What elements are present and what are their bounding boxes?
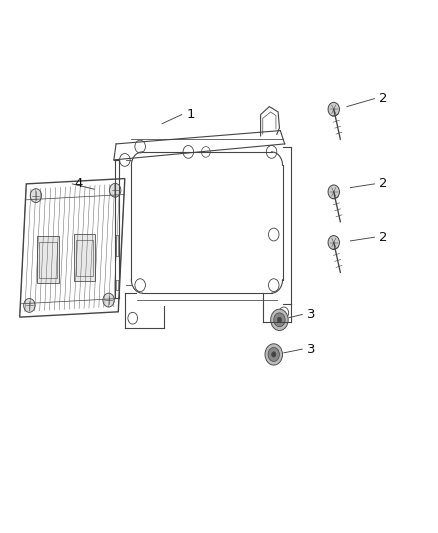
Circle shape [328, 236, 339, 249]
Text: 4: 4 [74, 177, 83, 190]
Circle shape [328, 185, 339, 199]
Circle shape [30, 189, 42, 203]
Circle shape [24, 298, 35, 312]
Circle shape [110, 183, 121, 197]
Circle shape [268, 348, 279, 361]
Text: 2: 2 [379, 177, 388, 190]
Circle shape [274, 313, 285, 327]
Polygon shape [37, 237, 59, 283]
Text: 3: 3 [307, 343, 315, 356]
Circle shape [328, 102, 339, 116]
Circle shape [277, 317, 282, 322]
Circle shape [103, 293, 114, 307]
Circle shape [271, 309, 288, 330]
Text: 2: 2 [379, 231, 388, 244]
Polygon shape [74, 235, 95, 281]
Text: 2: 2 [379, 92, 388, 105]
Text: 1: 1 [186, 108, 195, 121]
Text: 3: 3 [307, 308, 315, 321]
Circle shape [272, 352, 276, 357]
Circle shape [265, 344, 283, 365]
